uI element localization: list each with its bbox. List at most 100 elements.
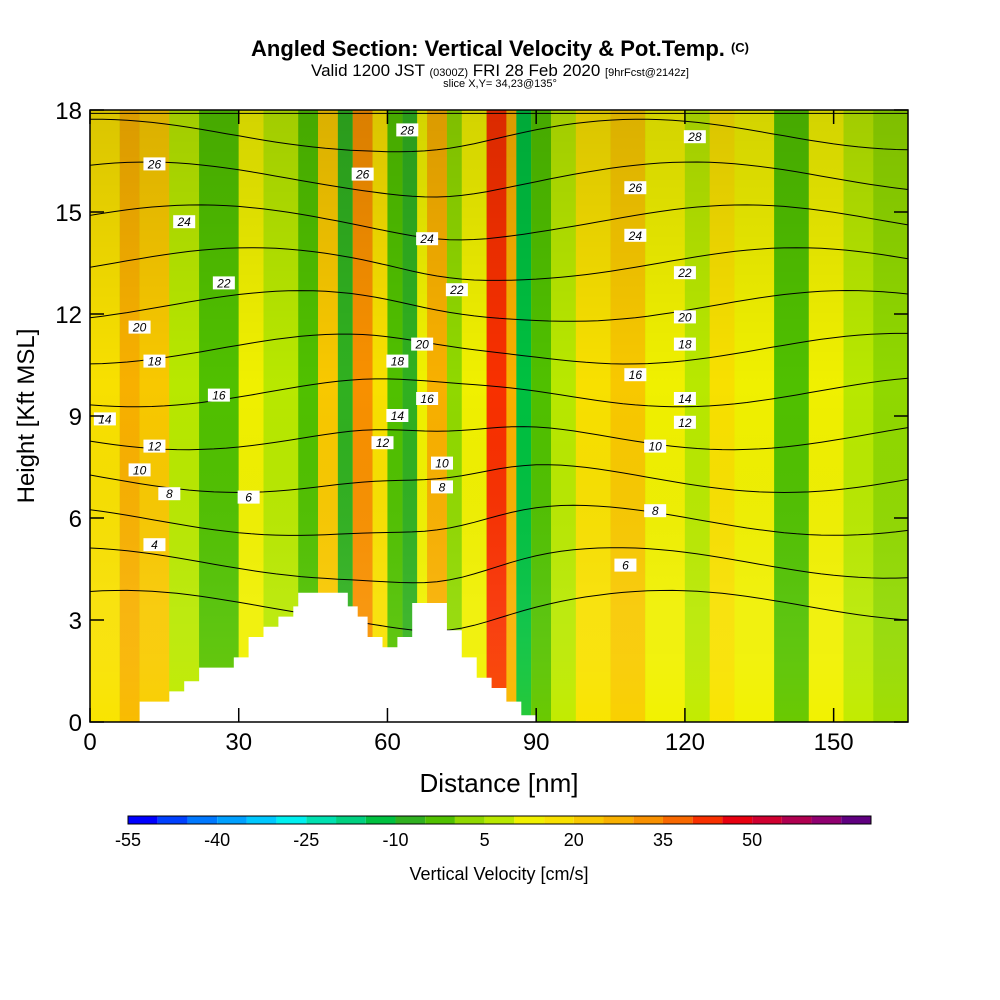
x-axis-label: Distance [nm] <box>420 768 579 798</box>
contour-label-box <box>386 354 409 368</box>
contour-label-box <box>624 228 647 242</box>
contour-label-box <box>673 266 696 280</box>
colorbar: -55 -40 -25 -10 5 20 35 50 <box>115 815 872 850</box>
colorbar-swatch <box>454 816 485 824</box>
colorbar-swatch <box>692 816 723 824</box>
contour-label: 10 <box>133 463 147 477</box>
colorbar-tick-label: 20 <box>564 830 584 850</box>
colorbar-swatch <box>395 816 426 824</box>
colorbar-swatch <box>603 816 634 824</box>
contour-label-box <box>624 181 647 195</box>
contour-label: 20 <box>132 321 147 335</box>
colorbar-swatch <box>425 816 455 824</box>
contour-label-box <box>673 415 696 429</box>
contour-label: 16 <box>420 392 434 406</box>
contour-label-box <box>386 409 409 422</box>
theta-contour <box>90 589 908 632</box>
contour-label-box <box>430 480 453 494</box>
colorbar-tick-label: -25 <box>293 830 319 850</box>
theta-contour <box>90 464 908 494</box>
y-tick-label: 0 <box>69 710 82 737</box>
contour-label: 18 <box>148 355 162 369</box>
contour-label: 14 <box>391 409 405 423</box>
contour-label: 20 <box>677 310 692 324</box>
contour-label-box <box>624 368 647 382</box>
valid-utc: (0300Z) <box>429 67 468 79</box>
contour-label-box <box>143 538 166 552</box>
colorbar-swatch <box>633 816 663 824</box>
colorbar-tick-label: 35 <box>653 830 673 850</box>
colorbar-tick-label: 50 <box>742 830 762 850</box>
colorbar-swatch <box>781 816 812 824</box>
contour-label-box <box>371 436 394 450</box>
y-tick-label: 6 <box>69 506 82 533</box>
contour-label-box <box>673 310 696 324</box>
contour-label: 16 <box>212 389 226 403</box>
contour-label-box <box>396 123 419 137</box>
axes: 0 30 60 90 120 150 0 3 6 9 12 15 18 <box>55 98 908 756</box>
contour-label-box <box>212 276 235 290</box>
shading-overlay <box>90 110 908 722</box>
chart-subtitle: Valid 1200 JST (0300Z) FRI 28 Feb 2020 [… <box>0 61 1000 81</box>
colorbar-swatch <box>573 816 604 824</box>
colorbar-tick-label: -10 <box>382 830 408 850</box>
contour-label-box <box>673 337 696 351</box>
contour-label: 28 <box>400 123 415 137</box>
contour-label: 12 <box>678 416 692 430</box>
theta-contour <box>90 547 908 584</box>
contour-label: 14 <box>98 412 112 426</box>
contour-label: 20 <box>414 338 429 352</box>
colorbar-swatch <box>217 816 247 824</box>
contour-label-box <box>445 283 468 297</box>
contour-label: 26 <box>628 181 643 195</box>
contour-label-box <box>673 392 696 405</box>
contour-label: 12 <box>148 440 162 454</box>
valid-date: FRI 28 Feb 2020 <box>472 61 601 80</box>
contour-label-box <box>411 337 434 351</box>
contour-label-box <box>644 439 667 453</box>
contour-label-box <box>237 490 260 504</box>
theta-contour <box>90 204 908 241</box>
theta-contour <box>90 504 908 536</box>
contour-label: 22 <box>449 283 464 297</box>
forecast-tag: [9hrFcst@2142z] <box>605 67 689 79</box>
chart-title: Angled Section: Vertical Velocity & Pot.… <box>0 36 1000 62</box>
y-tick-label: 18 <box>55 98 82 125</box>
colorbar-swatch <box>752 816 782 824</box>
contour-label-box <box>128 463 151 477</box>
contour-label: 10 <box>648 440 662 454</box>
slice-info: slice X,Y= 34,23@135° <box>443 78 557 90</box>
valid-time: Valid 1200 JST <box>311 61 425 80</box>
colorbar-swatch <box>187 816 218 824</box>
contour-label-box <box>143 354 166 368</box>
colorbar-swatch <box>811 816 842 824</box>
terrain <box>90 592 537 722</box>
x-tick-label: 120 <box>665 729 705 756</box>
theta-contours <box>90 112 908 632</box>
contour-label: 24 <box>177 215 192 229</box>
x-tick-label: 0 <box>83 729 96 756</box>
contour-label-box <box>143 157 166 171</box>
y-tick-label: 15 <box>55 200 82 227</box>
contour-label: 18 <box>678 338 692 352</box>
contour-label: 6 <box>622 559 629 573</box>
contour-label-box <box>416 232 439 246</box>
x-tick-label: 90 <box>523 729 550 756</box>
contour-label: 16 <box>629 368 643 382</box>
contour-label: 12 <box>376 436 390 450</box>
contour-labels: 28 28 26 26 26 24 24 24 22 22 22 20 20 20 18 18 18 16 16 16… <box>93 123 706 573</box>
y-tick-label: 9 <box>69 404 82 431</box>
theta-contour <box>90 426 908 451</box>
contour-label: 26 <box>355 168 370 182</box>
contour-label-box <box>644 504 667 518</box>
contour-label: 8 <box>439 480 446 494</box>
colorbar-swatch <box>246 816 277 824</box>
colorbar-swatch <box>128 816 158 824</box>
copyright-mark: (C) <box>730 40 749 55</box>
colorbar-swatch <box>157 816 188 824</box>
contour-label: 6 <box>245 491 252 505</box>
y-tick-label: 12 <box>55 302 82 329</box>
contour-label-box <box>143 439 166 453</box>
colorbar-title: Vertical Velocity [cm/s] <box>409 864 588 884</box>
y-tick-label: 3 <box>69 608 82 635</box>
